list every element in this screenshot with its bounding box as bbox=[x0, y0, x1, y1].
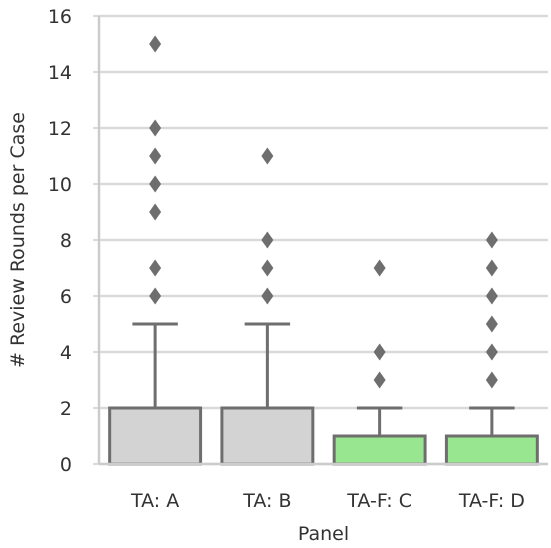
x-tick-label: TA: B bbox=[242, 490, 291, 512]
box bbox=[444, 434, 539, 466]
outlier-point bbox=[485, 287, 498, 305]
y-tick-label: 16 bbox=[48, 6, 72, 28]
y-tick-label: 4 bbox=[60, 342, 72, 364]
box bbox=[220, 406, 315, 466]
outlier-point bbox=[261, 259, 274, 277]
outlier-point bbox=[485, 231, 498, 249]
y-tick-label: 6 bbox=[60, 286, 72, 308]
box-group bbox=[444, 231, 539, 466]
outlier-point bbox=[485, 259, 498, 277]
y-tick-label: 14 bbox=[48, 62, 72, 84]
outlier-point bbox=[149, 287, 162, 305]
outlier-point bbox=[485, 371, 498, 389]
outlier-point bbox=[261, 147, 274, 165]
x-axis-ticks: TA: A TA: B TA-F: C TA-F: D bbox=[130, 490, 525, 512]
outlier-point bbox=[261, 287, 274, 305]
outlier-point bbox=[149, 35, 162, 53]
outlier-point bbox=[149, 259, 162, 277]
y-tick-label: 12 bbox=[48, 118, 72, 140]
y-tick-label: 0 bbox=[60, 454, 72, 476]
outlier-point bbox=[149, 175, 162, 193]
box bbox=[332, 434, 427, 466]
outlier-point bbox=[373, 343, 386, 361]
outlier-point bbox=[373, 259, 386, 277]
x-tick-label: TA-F: D bbox=[458, 490, 525, 512]
boxes bbox=[108, 35, 539, 466]
outlier-point bbox=[149, 147, 162, 165]
x-tick-label: TA: A bbox=[130, 490, 179, 512]
box-group bbox=[220, 147, 315, 466]
box-group bbox=[332, 259, 427, 466]
y-tick-label: 2 bbox=[60, 398, 72, 420]
outlier-point bbox=[373, 371, 386, 389]
box-group bbox=[108, 35, 203, 466]
outlier-point bbox=[485, 343, 498, 361]
y-tick-label: 8 bbox=[60, 230, 72, 252]
x-tick-label: TA-F: C bbox=[346, 490, 412, 512]
x-axis-label: Panel bbox=[298, 523, 349, 545]
outlier-point bbox=[485, 315, 498, 333]
box bbox=[108, 406, 203, 466]
grid-lines bbox=[99, 14, 548, 466]
outlier-point bbox=[149, 203, 162, 221]
outlier-point bbox=[261, 231, 274, 249]
y-axis-label: # Review Rounds per Case bbox=[7, 112, 29, 368]
outlier-point bbox=[149, 119, 162, 137]
y-tick-label: 10 bbox=[48, 174, 72, 196]
y-axis-ticks: 0 2 4 6 8 10 12 14 16 bbox=[48, 6, 99, 476]
